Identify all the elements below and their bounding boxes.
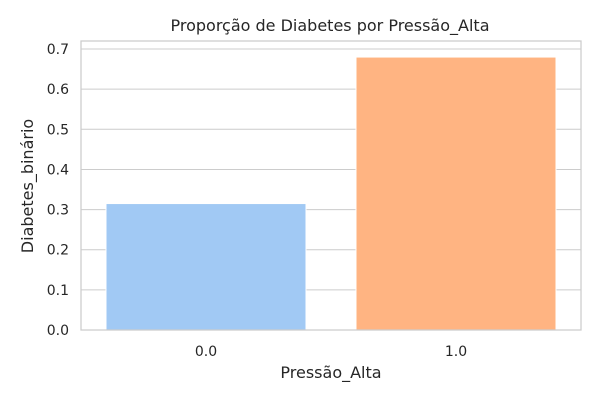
- y-tick-label: 0.7: [47, 42, 69, 58]
- chart-title: Proporção de Diabetes por Pressão_Alta: [170, 16, 489, 36]
- y-tick-label: 0.0: [47, 323, 69, 339]
- x-tick-label: 1.0: [445, 344, 467, 360]
- x-tick-label: 0.0: [195, 344, 217, 360]
- bar-0.0: [105, 203, 307, 331]
- y-tick-label: 0.5: [47, 122, 69, 138]
- y-tick-label: 0.1: [47, 283, 69, 299]
- y-tick-label: 0.3: [47, 203, 69, 219]
- bar-1.0: [355, 56, 557, 331]
- y-tick-labels: 0.0 0.1 0.2 0.3 0.4 0.5 0.6 0.7: [47, 42, 69, 339]
- y-tick-label: 0.4: [47, 162, 69, 178]
- x-axis-label: Pressão_Alta: [280, 363, 381, 383]
- bars: [105, 56, 557, 331]
- y-tick-label: 0.6: [47, 82, 69, 98]
- x-tick-labels: 0.0 1.0: [195, 344, 467, 360]
- y-tick-label: 0.2: [47, 243, 69, 259]
- y-axis-label: Diabetes_binário: [18, 119, 38, 253]
- plot-frame: [80, 40, 582, 331]
